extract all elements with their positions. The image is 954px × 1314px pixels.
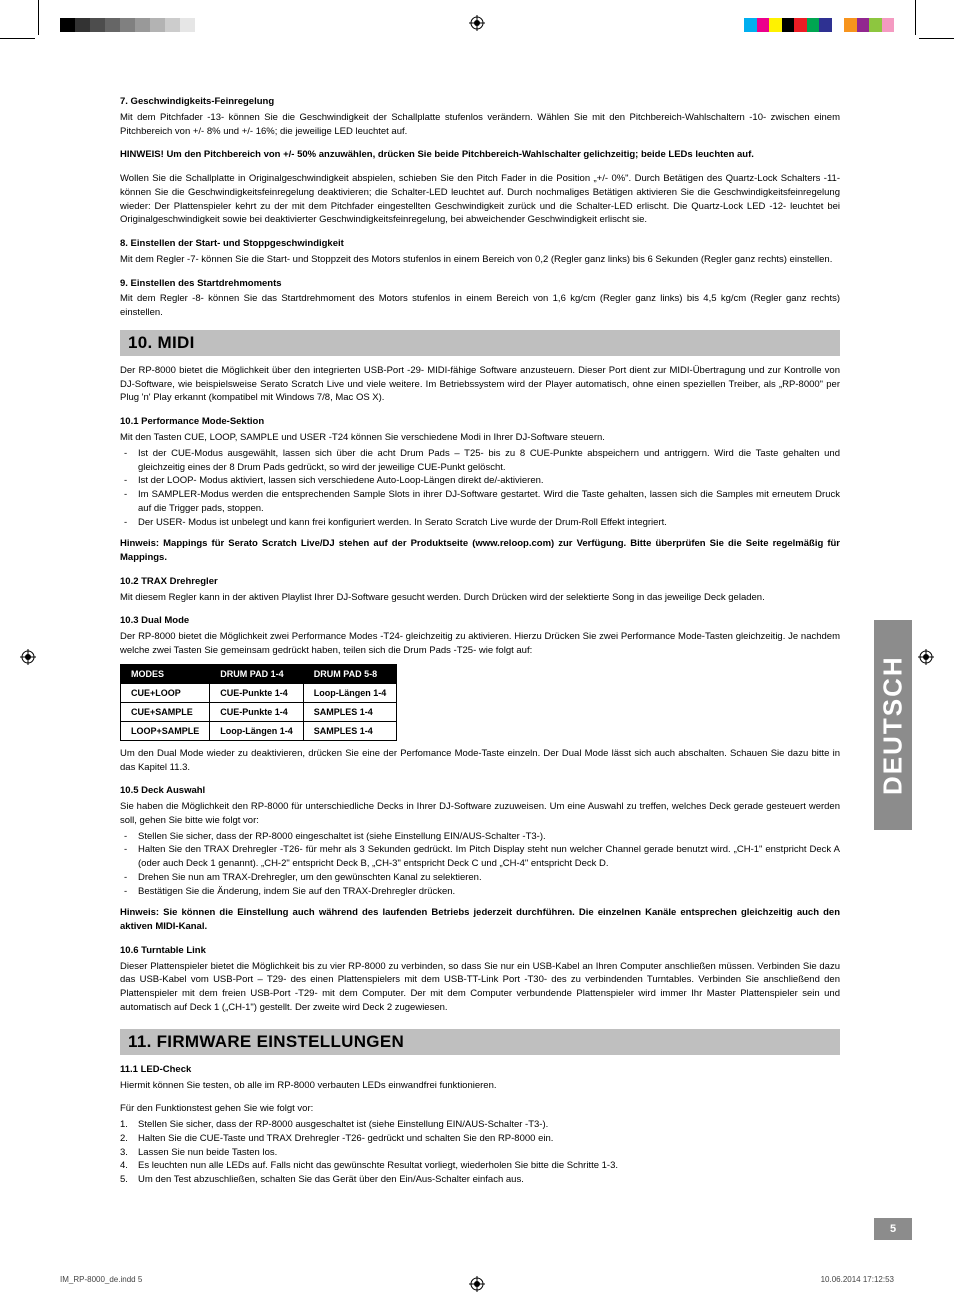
table-row: LOOP+SAMPLELoop-Längen 1-4SAMPLES 1-4 [121,721,397,740]
section-10-intro: Der RP-8000 bietet die Möglichkeit über … [120,364,840,405]
table-cell: Loop-Längen 1-4 [210,721,304,740]
table-cell: CUE-Punkte 1-4 [210,702,304,721]
section-106-body: Dieser Plattenspieler bietet die Möglich… [120,960,840,1015]
table-header: MODES [121,664,210,683]
crop-mark [0,38,35,39]
section-9-body: Mit dem Regler -8- können Sie das Startd… [120,292,840,320]
section-111-p2: Für den Funktionstest gehen Sie wie folg… [120,1102,840,1116]
section-8-body: Mit dem Regler -7- können Sie die Start-… [120,253,840,267]
list-item: Stellen Sie sicher, dass der RP-8000 ein… [138,830,840,844]
table-cell: SAMPLES 1-4 [303,721,397,740]
section-10-heading: 10. MIDI [120,330,840,356]
section-111-title: 11.1 LED-Check [120,1063,840,1077]
page-content: 7. Geschwindigkeits-Feinregelung Mit dem… [120,85,840,1187]
section-7-title: 7. Geschwindigkeits-Feinregelung [120,95,840,109]
list-item: Es leuchten nun alle LEDs auf. Falls nic… [138,1159,840,1173]
section-103-title: 10.3 Dual Mode [120,614,840,628]
crop-mark [919,38,954,39]
grayscale-swatches [60,18,210,32]
table-cell: CUE-Punkte 1-4 [210,683,304,702]
list-item: Stellen Sie sicher, dass der RP-8000 aus… [138,1118,840,1132]
list-item: Ist der LOOP- Modus aktiviert, lassen si… [138,474,840,488]
table-cell: CUE+LOOP [121,683,210,702]
list-item: Im SAMPLER-Modus werden die entsprechend… [138,488,840,516]
list-item: Der USER- Modus ist unbelegt und kann fr… [138,516,840,530]
section-7-body2: Wollen Sie die Schallplatte in Originalg… [120,172,840,227]
footer-filename: IM_RP-8000_de.indd 5 [60,1275,142,1284]
section-106-title: 10.6 Turntable Link [120,944,840,958]
table-row: CUE+LOOPCUE-Punkte 1-4Loop-Längen 1-4 [121,683,397,702]
list-item: Halten Sie den TRAX Drehregler -T26- für… [138,843,840,871]
list-item: Um den Test abzuschließen, schalten Sie … [138,1173,840,1187]
dual-mode-table: MODESDRUM PAD 1-4DRUM PAD 5-8 CUE+LOOPCU… [120,664,397,741]
color-swatches [744,18,894,32]
registration-mark-icon [918,649,934,665]
list-item: Drehen Sie nun am TRAX-Drehregler, um de… [138,871,840,885]
list-item: Lassen Sie nun beide Tasten los. [138,1146,840,1160]
footer-timestamp: 10.06.2014 17:12:53 [821,1275,894,1284]
section-101-p1: Mit den Tasten CUE, LOOP, SAMPLE und USE… [120,431,840,445]
table-cell: SAMPLES 1-4 [303,702,397,721]
section-101-list: Ist der CUE-Modus ausgewählt, lassen sic… [120,447,840,530]
section-11-heading: 11. FIRMWARE EINSTELLUNGEN [120,1029,840,1055]
section-8-title: 8. Einstellen der Start- und Stoppgeschw… [120,237,840,251]
section-111-list: Stellen Sie sicher, dass der RP-8000 aus… [120,1118,840,1187]
section-7-note: HINWEIS! Um den Pitchbereich von +/- 50%… [120,148,840,162]
section-102-title: 10.2 TRAX Drehregler [120,575,840,589]
crop-mark [38,0,39,35]
section-105-list: Stellen Sie sicher, dass der RP-8000 ein… [120,830,840,899]
table-header: DRUM PAD 5-8 [303,664,397,683]
list-item: Halten Sie die CUE-Taste und TRAX Drehre… [138,1132,840,1146]
language-tab: DEUTSCH [874,620,912,830]
section-103-body: Der RP-8000 bietet die Möglichkeit zwei … [120,630,840,658]
section-101-title: 10.1 Performance Mode-Sektion [120,415,840,429]
section-7-body: Mit dem Pitchfader -13- können Sie die G… [120,111,840,139]
crop-mark [915,0,916,35]
section-105-title: 10.5 Deck Auswahl [120,784,840,798]
section-111-p1: Hiermit können Sie testen, ob alle im RP… [120,1079,840,1093]
registration-mark-icon [469,15,485,31]
table-row: CUE+SAMPLECUE-Punkte 1-4SAMPLES 1-4 [121,702,397,721]
page-number: 5 [874,1218,912,1240]
list-item: Ist der CUE-Modus ausgewählt, lassen sic… [138,447,840,475]
section-103-p2: Um den Dual Mode wieder zu deaktivieren,… [120,747,840,775]
section-105-p1: Sie haben die Möglichkeit den RP-8000 fü… [120,800,840,828]
registration-mark-icon [20,649,36,665]
table-header: DRUM PAD 1-4 [210,664,304,683]
section-101-note: Hinweis: Mappings für Serato Scratch Liv… [120,537,840,565]
table-cell: Loop-Längen 1-4 [303,683,397,702]
table-cell: LOOP+SAMPLE [121,721,210,740]
section-9-title: 9. Einstellen des Startdrehmoments [120,277,840,291]
section-102-body: Mit diesem Regler kann in der aktiven Pl… [120,591,840,605]
table-cell: CUE+SAMPLE [121,702,210,721]
section-105-note: Hinweis: Sie können die Einstellung auch… [120,906,840,934]
registration-mark-icon [469,1276,485,1292]
list-item: Bestätigen Sie die Änderung, indem Sie a… [138,885,840,899]
